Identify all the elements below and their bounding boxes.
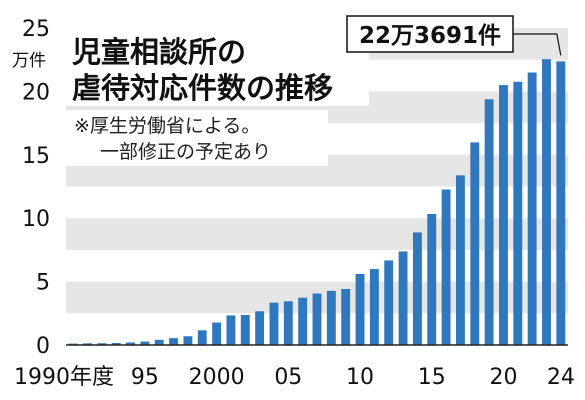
bar-2019 xyxy=(484,99,494,345)
x-tick-label: 24 xyxy=(547,365,575,390)
bar-1998 xyxy=(183,336,193,345)
bar-2020 xyxy=(499,85,508,345)
y-tick-label: 25 xyxy=(22,17,50,42)
title-line-2: 虐待対応件数の推移 xyxy=(72,71,333,105)
y-tick-label: 10 xyxy=(22,207,50,232)
x-tick-label: 2000 xyxy=(189,365,245,390)
grid-band xyxy=(66,218,568,250)
bar-1995 xyxy=(140,341,150,345)
bar-2017 xyxy=(455,175,465,345)
x-tick-labels: 1990年度 95 2000 05 10 15 20 24 xyxy=(14,365,575,390)
y-tick-labels: 0 5 10 15 20 25 xyxy=(22,17,50,359)
x-tick-label: 1990年度 xyxy=(14,365,114,390)
bar-2008 xyxy=(326,290,336,345)
y-unit-label: 万件 xyxy=(12,51,46,71)
callout: 22万3691件 xyxy=(346,15,562,56)
x-tick-label: 10 xyxy=(346,365,374,390)
bar-2006 xyxy=(298,297,308,345)
x-tick-label: 95 xyxy=(131,365,159,390)
note-line-2: 一部修正の予定あり xyxy=(100,141,271,163)
y-tick-label: 20 xyxy=(22,80,50,105)
bar-1992 xyxy=(97,343,107,345)
bar-2013 xyxy=(398,251,408,345)
title-block: 児童相談所の 虐待対応件数の推移 xyxy=(64,28,369,106)
bar-2016 xyxy=(441,189,451,345)
bar-1999 xyxy=(197,330,207,345)
bar-2024 xyxy=(556,61,566,346)
bar-1994 xyxy=(126,342,135,345)
bar-2005 xyxy=(283,301,293,345)
bar-2002 xyxy=(240,314,250,345)
bar-2004 xyxy=(269,302,279,345)
bar-2001 xyxy=(226,315,236,345)
bar-2000 xyxy=(212,322,222,345)
bar-2003 xyxy=(255,311,265,345)
bars xyxy=(68,59,566,346)
bar-1997 xyxy=(169,338,179,345)
title-background xyxy=(64,28,369,106)
callout-leader xyxy=(513,33,562,56)
bar-2022 xyxy=(527,72,537,345)
y-tick-label: 0 xyxy=(36,334,50,359)
bar-2015 xyxy=(427,214,437,345)
callout-label: 22万3691件 xyxy=(359,23,501,49)
bar-2011 xyxy=(369,269,379,345)
note-block: ※厚生労働省による。 一部修正の予定あり xyxy=(66,110,328,166)
bar-2014 xyxy=(412,232,422,345)
title-line-1: 児童相談所の xyxy=(72,35,246,69)
note-background xyxy=(66,110,328,166)
bar-2012 xyxy=(384,260,394,345)
callout-box xyxy=(346,15,514,53)
bar-2023 xyxy=(542,59,551,345)
bar-2010 xyxy=(355,273,365,345)
bar-1993 xyxy=(111,342,121,345)
bar-2018 xyxy=(470,142,480,345)
bar-1996 xyxy=(154,339,164,345)
y-tick-label: 5 xyxy=(36,271,50,296)
bar-1991 xyxy=(83,343,92,345)
x-tick-label: 15 xyxy=(418,365,446,390)
bar-2021 xyxy=(513,81,523,346)
y-tick-label: 15 xyxy=(22,144,50,169)
bar-2007 xyxy=(312,293,322,345)
x-tick-label: 05 xyxy=(274,365,302,390)
note-line-1: ※厚生労働省による。 xyxy=(74,115,260,137)
x-tick-label: 20 xyxy=(489,365,517,390)
bar-2009 xyxy=(341,288,351,345)
